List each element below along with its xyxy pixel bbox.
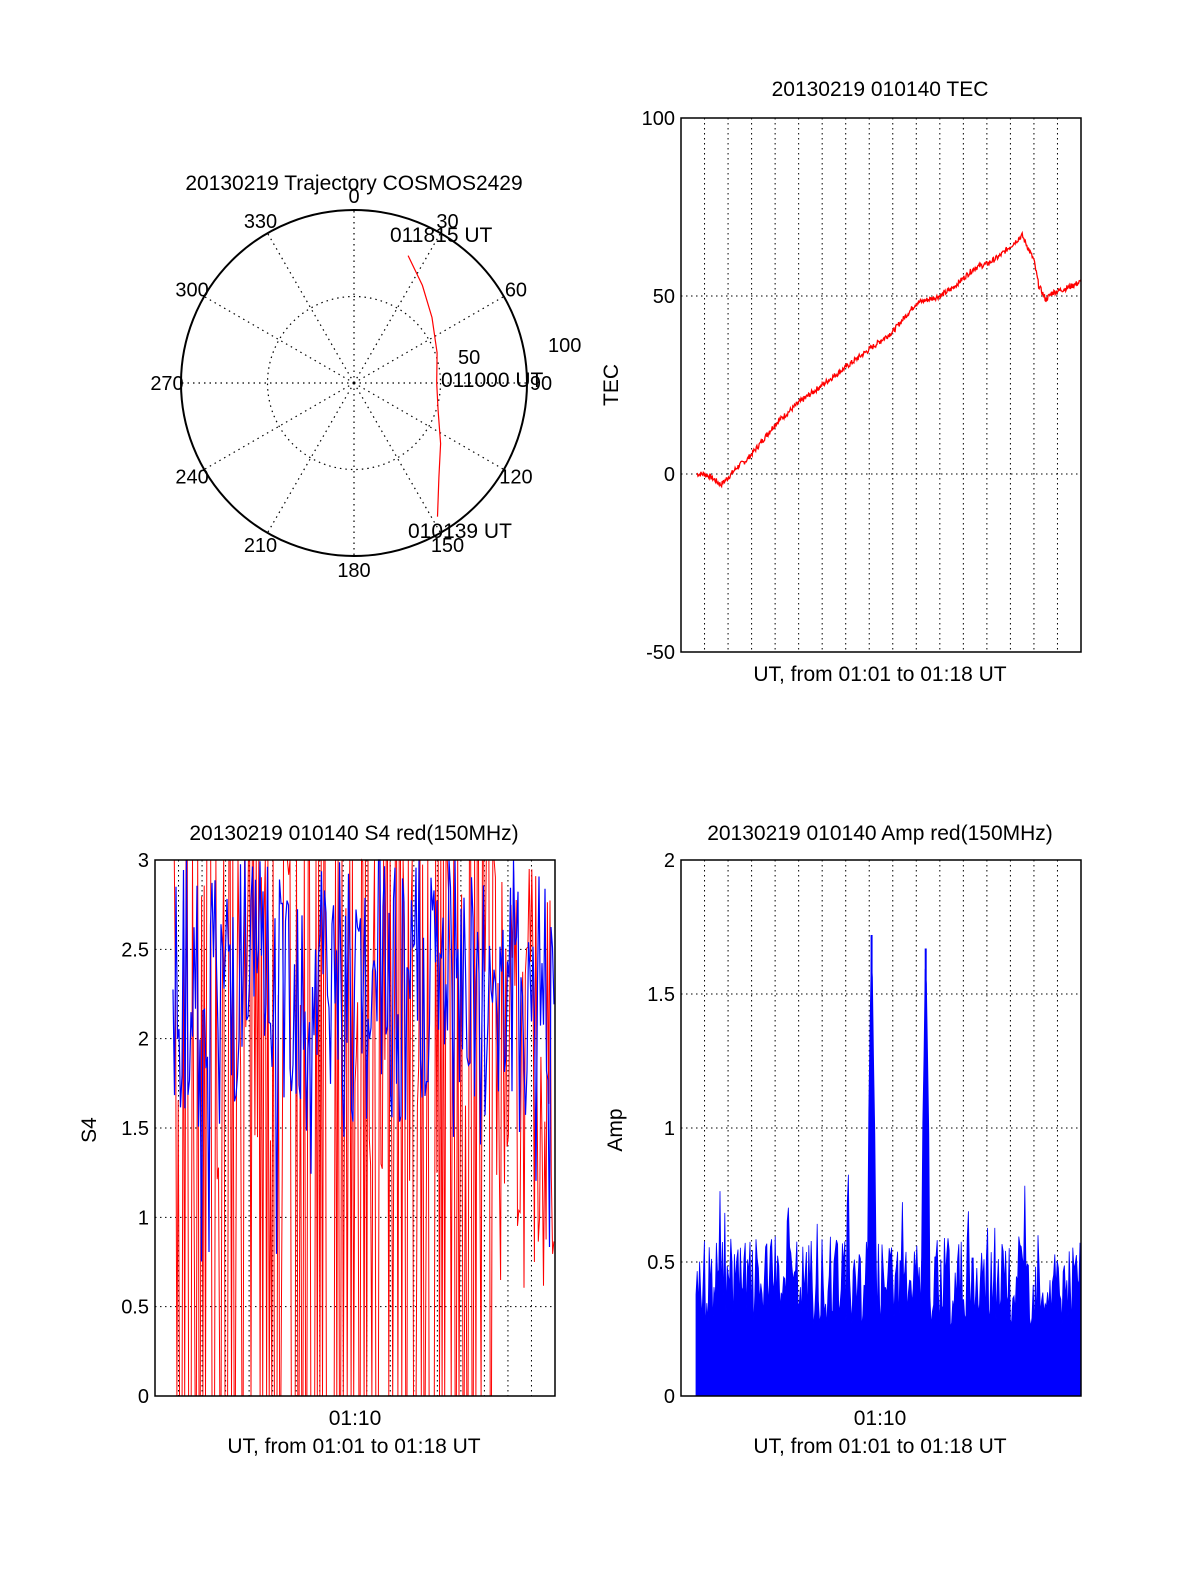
tec-y-tick-100: 100 [642, 108, 675, 130]
tec-y-tick--50: -50 [646, 642, 675, 664]
polar-title: 20130219 Trajectory COSMOS2429 [185, 172, 522, 195]
amp-y-tick-0.5: 0.5 [647, 1252, 675, 1274]
s4-y-tick-2: 2 [138, 1029, 149, 1051]
polar-angle-label-210: 210 [244, 535, 277, 557]
polar-angle-label-240: 240 [175, 467, 208, 489]
polar-angle-label-300: 300 [175, 280, 208, 302]
polar-angle-label-330: 330 [244, 211, 277, 233]
polar-spoke-150 [353, 382, 442, 534]
amp-blue-area [695, 958, 1082, 1397]
polar-trajectory-line [407, 255, 442, 517]
amp-title: 20130219 010140 Amp red(150MHz) [707, 822, 1053, 845]
s4-series-blue [172, 859, 555, 1262]
amp-y-label: Amp [604, 1108, 627, 1151]
s4-y-tick-1: 1 [138, 1207, 149, 1229]
tec-y-label: TEC [600, 364, 623, 406]
polar-spoke-30 [353, 232, 442, 384]
polar-radial-label-100: 100 [548, 335, 581, 357]
tec-y-tick-50: 50 [653, 286, 675, 308]
polar-angle-label-150: 150 [431, 535, 464, 557]
tec-plot-frame [680, 117, 1082, 653]
polar-spoke-330 [266, 232, 355, 384]
s4-y-tick-1.5: 1.5 [121, 1118, 149, 1140]
polar-spoke-120 [353, 382, 505, 471]
amp-y-tick-0: 0 [664, 1386, 675, 1408]
s4-y-label: S4 [78, 1117, 101, 1143]
s4-plot-frame [154, 859, 556, 1397]
s4-y-tick-labels: 0 0.5 1 1.5 2 2.5 3 [121, 850, 149, 1408]
tec-plot: 20130219 010140 TEC -50 0 50 100 TEC UT, fr… [600, 78, 1082, 686]
tec-grid [681, 118, 1081, 652]
polar-angle-label-60: 60 [505, 280, 527, 302]
s4-y-tick-0: 0 [138, 1386, 149, 1408]
s4-blue-line [172, 859, 555, 1262]
polar-angle-label-270: 270 [150, 373, 183, 395]
s4-title: 20130219 010140 S4 red(150MHz) [189, 822, 518, 845]
tec-x-label: UT, from 01:01 to 01:18 UT [753, 663, 1006, 686]
polar-spoke-300 [203, 295, 355, 384]
polar-time-label-mid: 011000 UT [441, 369, 544, 392]
polar-angle-label-0: 0 [348, 186, 359, 208]
polar-grid [181, 210, 527, 556]
tec-y-tick-labels: -50 0 50 100 [642, 108, 675, 664]
polar-inner-circle [266, 295, 442, 471]
s4-plot: 20130219 010140 S4 red(150MHz) 0 0.5 1 1.5 2… [78, 822, 556, 1458]
polar-radial-label-50: 50 [458, 347, 480, 369]
s4-y-tick-0.5: 0.5 [121, 1297, 149, 1319]
amp-grid [681, 860, 1081, 1396]
amp-series-blue [695, 935, 1082, 1397]
amp-x-label: UT, from 01:01 to 01:18 UT [753, 1435, 1006, 1458]
amp-y-tick-labels: 0 0.5 1 1.5 2 [647, 850, 675, 1408]
polar-angle-label-120: 120 [499, 467, 532, 489]
s4-x-tick-label: 01:10 [329, 1407, 382, 1430]
amp-plot: 20130219 010140 Amp red(150MHz) 0 0.5 1 1.5… [604, 822, 1082, 1458]
s4-y-tick-2.5: 2.5 [121, 939, 149, 961]
amp-y-tick-1: 1 [664, 1118, 675, 1140]
polar-outer-circle [180, 209, 528, 557]
polar-spoke-60 [353, 295, 505, 384]
s4-y-tick-3: 3 [138, 850, 149, 872]
amp-plot-frame [680, 859, 1082, 1397]
polar-trajectory-plot: 20130219 Trajectory COSMOS2429 0 30 60 90 12… [150, 172, 581, 582]
s4-x-label: UT, from 01:01 to 01:18 UT [227, 1435, 480, 1458]
tec-y-tick-0: 0 [664, 464, 675, 486]
polar-time-label-start: 010139 UT [408, 520, 512, 543]
amp-y-tick-1.5: 1.5 [647, 984, 675, 1006]
polar-angle-label-180: 180 [337, 560, 370, 582]
polar-spoke-210 [266, 382, 355, 534]
polar-angle-label-30: 30 [436, 211, 458, 233]
tec-series-line [696, 230, 1082, 489]
tec-title: 20130219 010140 TEC [772, 78, 989, 101]
polar-angle-labels: 0 30 60 90 120 150 180 210 240 270 300 330 [150, 186, 552, 582]
polar-spoke-240 [203, 382, 355, 471]
polar-angle-label-90: 90 [530, 373, 552, 395]
polar-time-label-end: 011815 UT [390, 224, 493, 247]
amp-x-tick-label: 01:10 [854, 1407, 907, 1430]
amp-y-tick-2: 2 [664, 850, 675, 872]
